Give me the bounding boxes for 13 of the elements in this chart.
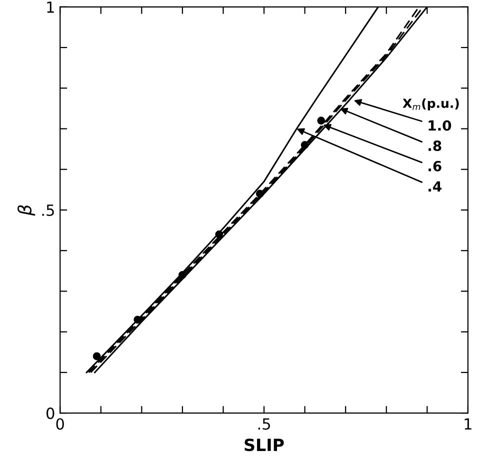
x-tick-label: .5	[258, 418, 270, 430]
annotation: .6	[428, 160, 442, 172]
y-axis-title: β	[18, 205, 36, 216]
y-tick-label: 0	[46, 408, 54, 420]
x-tick-label: 0	[56, 418, 64, 430]
legend-title: X$_{m}$(p.u.)	[402, 98, 459, 110]
x-axis-title: SLIP	[244, 438, 284, 452]
y-tick-label: 1	[47, 2, 54, 13]
annotation: 1.0	[428, 120, 452, 131]
y-tick-label: .5	[42, 204, 54, 216]
annotation: .4	[428, 181, 442, 192]
annotation: .8	[428, 140, 442, 152]
x-tick-label: 1	[464, 418, 472, 430]
